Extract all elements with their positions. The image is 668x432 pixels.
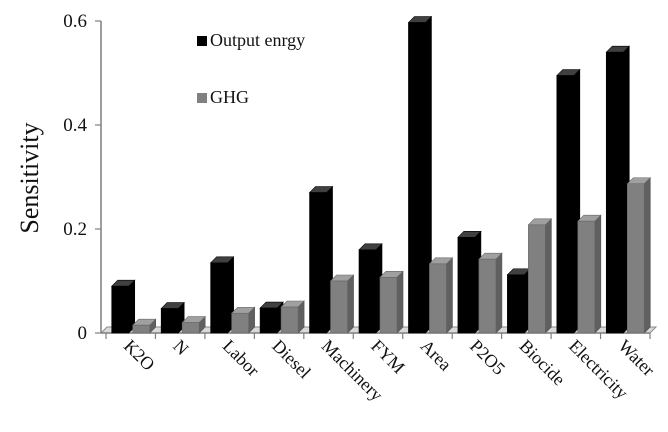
bar — [457, 230, 482, 334]
y-tick-label: 0.2 — [63, 219, 87, 240]
bar-front — [280, 306, 299, 334]
x-tick-label: P2O5 — [466, 336, 509, 379]
x-tick-label: N — [169, 336, 192, 359]
bar — [605, 45, 630, 334]
x-tick-label: Diesel — [268, 336, 315, 383]
bar-front — [181, 322, 200, 334]
x-tick-label: Labor — [219, 336, 264, 381]
bar — [407, 15, 433, 334]
bar-front — [358, 249, 377, 334]
bar — [428, 257, 454, 334]
bar-front — [457, 237, 476, 334]
legend-label: Output enrgy — [210, 30, 305, 50]
bar — [329, 274, 355, 334]
legend-swatch — [197, 93, 207, 103]
bar — [577, 214, 602, 334]
y-tick-label: 0 — [78, 323, 88, 344]
bar-front — [478, 258, 497, 334]
bar — [132, 318, 157, 334]
legend: Output enrgy GHG — [197, 30, 305, 107]
bar-front — [626, 183, 645, 334]
bar-front — [605, 51, 624, 334]
bar-front — [309, 192, 327, 334]
x-tick-label: Biocide — [516, 336, 570, 390]
bar — [626, 177, 651, 334]
bar-side — [446, 257, 453, 334]
bar-front — [259, 307, 278, 334]
bar-side — [594, 214, 602, 334]
bar — [259, 301, 284, 334]
bar-side — [643, 177, 651, 334]
x-tick-label: Water — [614, 336, 658, 380]
bar-front — [132, 324, 151, 334]
legend-item: GHG — [197, 87, 249, 107]
bar — [230, 306, 256, 334]
bar — [280, 300, 305, 334]
x-tick-label: K2O — [120, 336, 159, 375]
legend-swatch — [197, 36, 207, 46]
bar-side — [347, 274, 354, 334]
bar — [527, 218, 553, 334]
bar-front — [556, 75, 575, 334]
bar-side — [495, 252, 503, 334]
bar-front — [408, 22, 426, 334]
legend-label: GHG — [210, 87, 249, 107]
bar — [308, 185, 334, 334]
y-tick-label: 0.6 — [63, 11, 87, 32]
bar-side — [545, 218, 552, 334]
bar-front — [160, 308, 179, 334]
bar — [160, 301, 185, 334]
bar-front — [231, 312, 249, 334]
x-tick-label: FYM — [367, 336, 409, 378]
bar-front — [210, 262, 228, 334]
bar — [111, 279, 136, 334]
bar — [379, 270, 404, 334]
bars — [111, 15, 651, 334]
bar-front — [577, 220, 596, 334]
bar-front — [507, 274, 525, 334]
y-ticks: 0 0.2 0.4 0.6 — [63, 11, 101, 344]
y-tick-label: 0.4 — [63, 115, 87, 136]
bar — [506, 268, 532, 334]
bar-front — [111, 285, 130, 334]
bar-front — [429, 263, 447, 334]
bar — [478, 252, 503, 334]
bar-front — [330, 280, 348, 334]
bar — [209, 256, 235, 334]
bar-front — [528, 224, 546, 334]
y-axis-label: Sensitivity — [15, 122, 44, 233]
bar — [556, 68, 581, 334]
bar — [358, 243, 383, 334]
bar-front — [379, 277, 398, 334]
x-tick-label: Area — [417, 336, 456, 375]
bar-side — [396, 270, 404, 334]
legend-item: Output enrgy — [197, 30, 305, 50]
bar — [181, 315, 206, 334]
x-ticks — [105, 333, 651, 339]
